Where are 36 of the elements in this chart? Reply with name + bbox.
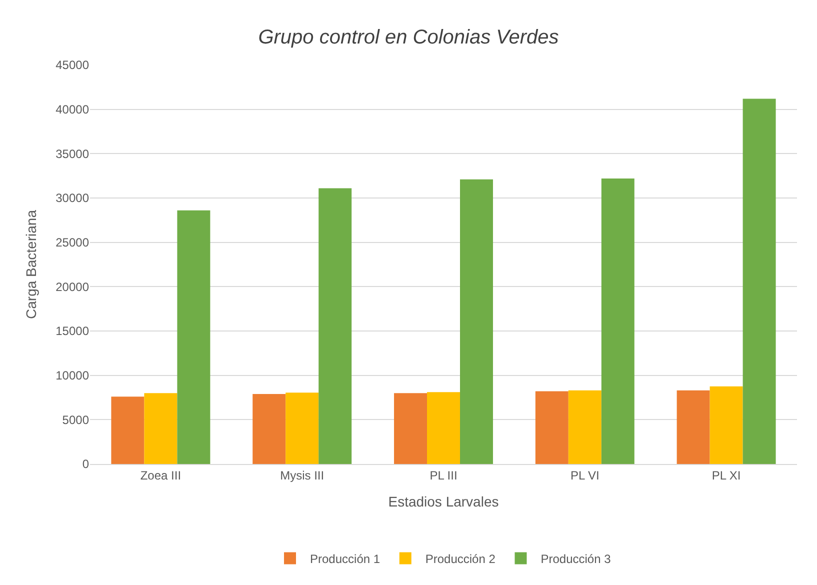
bar: [111, 396, 144, 464]
x-tick-label: Zoea III: [140, 468, 182, 482]
bar: [710, 386, 743, 464]
y-tick-label: 30000: [56, 191, 90, 206]
y-tick-label: 0: [82, 457, 90, 472]
y-tick-label: 10000: [56, 368, 90, 383]
bar: [286, 392, 319, 464]
bar: [460, 179, 493, 464]
x-axis-title: Estadios Larvales: [388, 494, 499, 510]
bar: [742, 98, 776, 464]
y-tick-label: 40000: [56, 102, 90, 117]
y-tick-label: 35000: [56, 146, 90, 161]
bar: [601, 178, 634, 464]
bar: [568, 390, 602, 464]
legend-label: Producción 3: [540, 552, 612, 566]
y-axis-title: Carga Bacteriana: [23, 210, 40, 319]
y-tick-label: 45000: [56, 58, 90, 72]
bar: [535, 391, 568, 464]
y-tick-label: 20000: [56, 280, 90, 294]
bar: [177, 210, 210, 464]
chart-title: Grupo control en Colonias Verdes: [258, 26, 559, 48]
legend-label: Producción 2: [425, 552, 496, 566]
y-tick-label: 15000: [56, 324, 90, 338]
bar: [676, 390, 710, 464]
x-tick-label: PL VI: [570, 468, 600, 482]
x-tick-label: Mysis III: [280, 468, 324, 482]
x-tick-label: PL III: [430, 468, 458, 482]
legend-label: Producción 1: [310, 552, 380, 566]
x-tick-label: PL XI: [712, 468, 741, 482]
bar: [427, 392, 460, 464]
bar: [144, 393, 178, 464]
bar: [318, 188, 352, 464]
y-tick-label: 5000: [62, 412, 90, 427]
bar: [252, 394, 286, 464]
y-tick-label: 25000: [56, 236, 90, 250]
bar: [394, 393, 427, 464]
